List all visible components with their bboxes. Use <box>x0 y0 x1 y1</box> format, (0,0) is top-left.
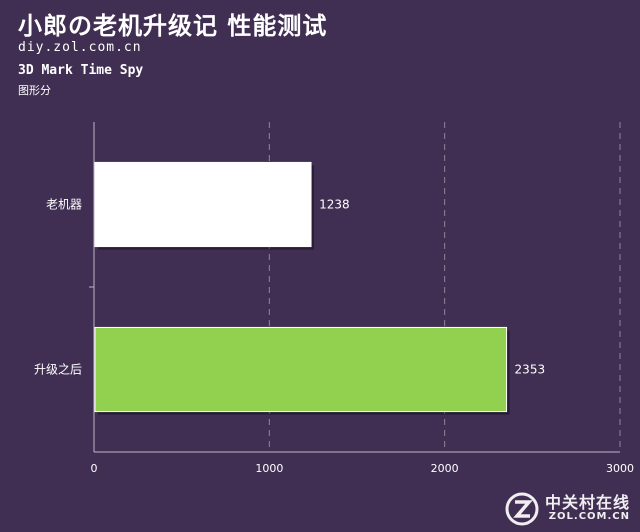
site-url: diy.zol.com.cn <box>18 40 142 55</box>
x-tick-label-1: 1000 <box>255 462 283 475</box>
x-tick-label-2: 2000 <box>431 462 459 475</box>
unit-label: 图形分 <box>18 84 51 97</box>
bar-1 <box>94 326 508 413</box>
x-tick-label-0: 0 <box>91 462 98 475</box>
zol-watermark: 中关村在线 ZOL.COM.CN <box>505 492 630 526</box>
category-label-0: 老机器 <box>46 198 82 212</box>
zol-logo-icon <box>505 492 539 526</box>
chart-subtitle: 3D Mark Time Spy <box>18 63 144 78</box>
data-label-0: 1238 <box>319 198 350 212</box>
category-label-1: 升级之后 <box>34 363 82 377</box>
bar-0 <box>94 161 312 248</box>
watermark-cn-text: 中关村在线 <box>544 493 630 513</box>
page-title: 小郎の老机升级记 性能测试 <box>18 12 328 40</box>
x-tick-label-3: 3000 <box>606 462 634 475</box>
data-label-1: 2353 <box>515 363 546 377</box>
watermark-en-text: ZOL.COM.CN <box>548 511 630 523</box>
